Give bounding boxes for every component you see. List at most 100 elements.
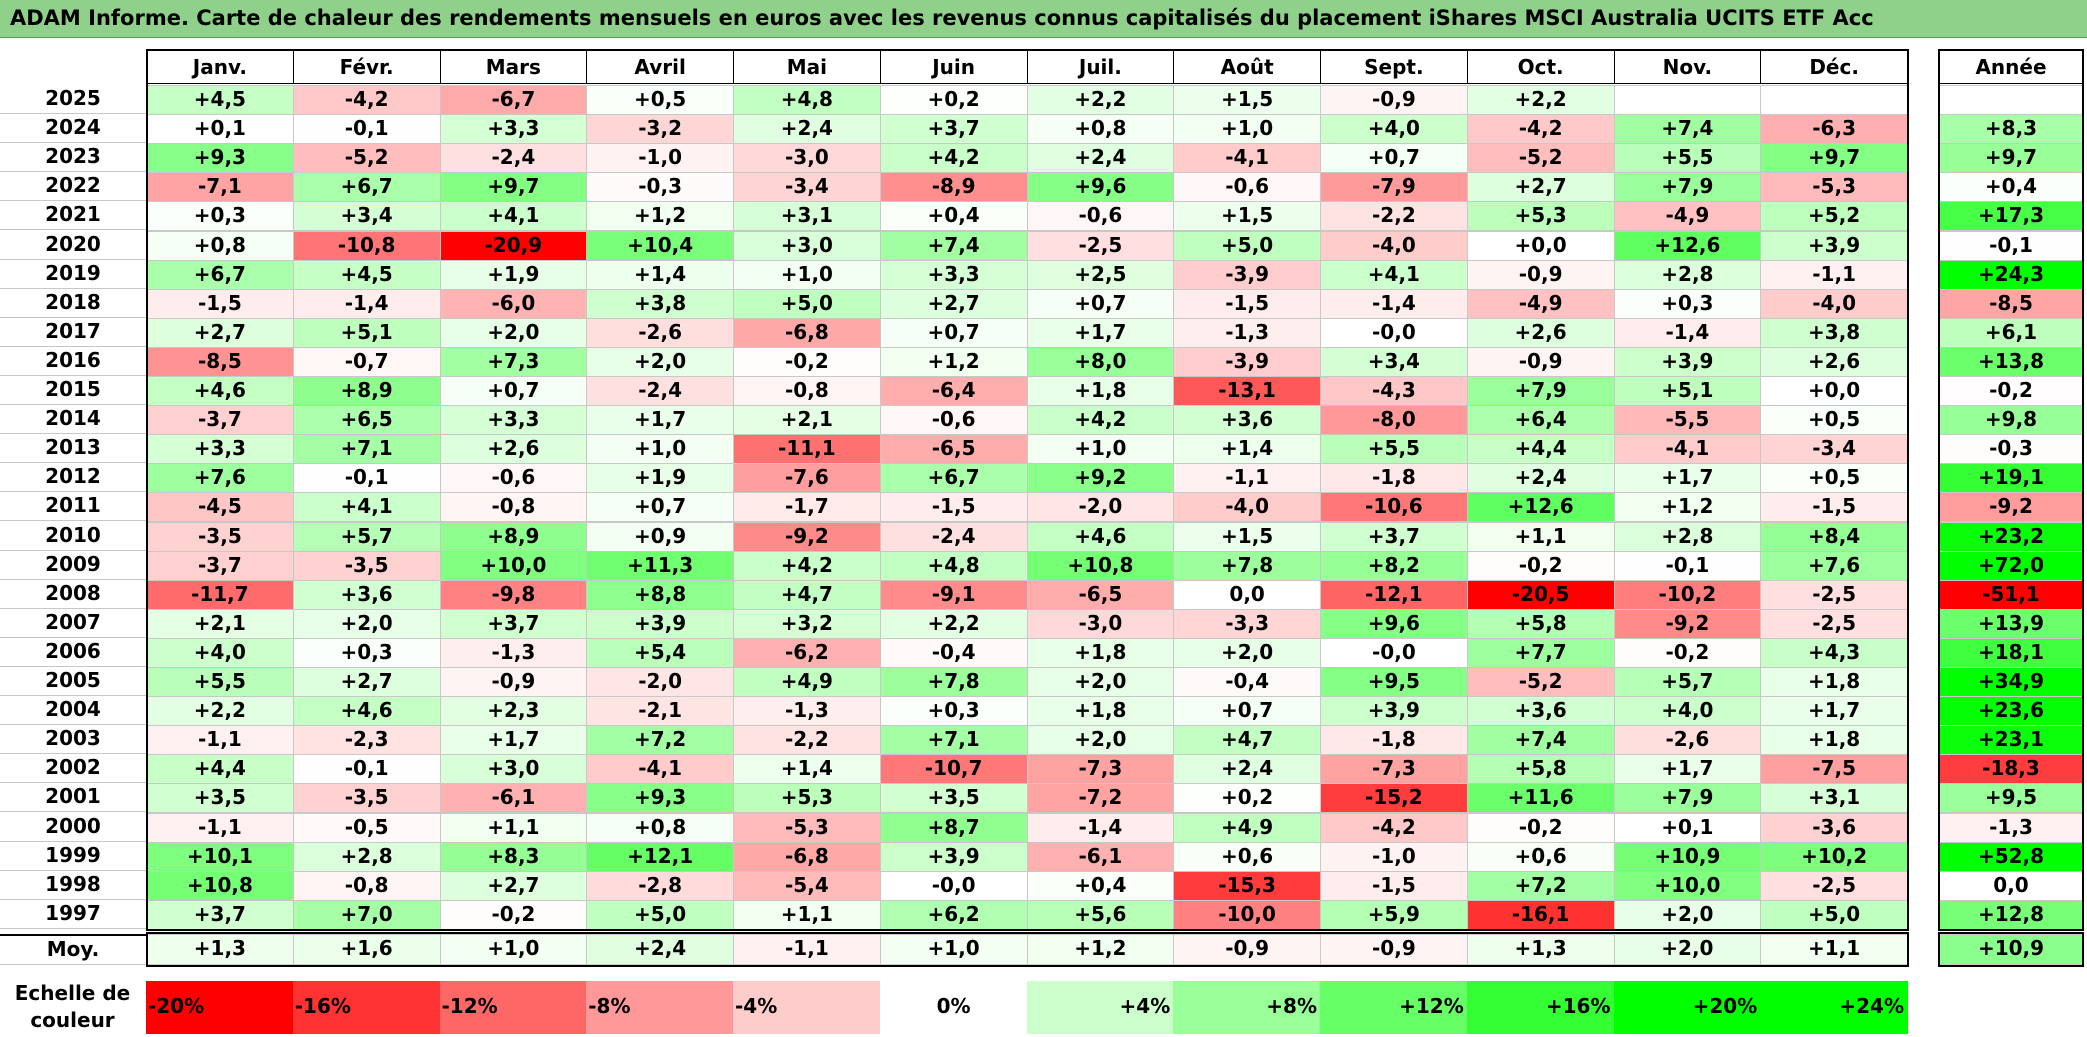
month-header: Mars	[439, 49, 588, 84]
heatmap-cell: -1,1	[146, 812, 294, 843]
annual-cell: +17,3	[1938, 201, 2084, 232]
heatmap-cell: -0,0	[1320, 317, 1468, 348]
heatmap-cell: +0,5	[1760, 463, 1908, 494]
year-label: 2006	[0, 637, 146, 667]
heatmap-cell: +0,8	[146, 230, 294, 261]
heatmap-cell: +5,9	[1320, 899, 1468, 930]
heatmap-cell: -2,1	[586, 696, 734, 727]
heatmap-cell: +3,9	[1760, 230, 1908, 261]
heatmap-cell: +0,7	[879, 317, 1028, 348]
color-scale-stop: +24%	[1760, 981, 1908, 1034]
heatmap-cell: +4,4	[146, 754, 294, 785]
heatmap-cell: +2,4	[1466, 463, 1615, 494]
heatmap-cell: +2,6	[1466, 317, 1615, 348]
month-header: Juil.	[1026, 49, 1175, 84]
heatmap-cell: +2,0	[292, 608, 441, 639]
heatmap-cell: -5,2	[1466, 143, 1615, 174]
heatmap-cell: +2,6	[439, 434, 588, 465]
heatmap-cell: -4,9	[1466, 288, 1615, 319]
heatmap-cell: -3,2	[586, 114, 734, 145]
heatmap-cell: +1,2	[879, 346, 1028, 377]
heatmap-cell: +6,2	[879, 899, 1028, 930]
color-scale-stop: -4%	[733, 981, 881, 1034]
heatmap-cell: +9,5	[1320, 667, 1468, 698]
heatmap-cell: -8,0	[1320, 405, 1468, 436]
heatmap-cell: +0,2	[879, 85, 1028, 116]
heatmap-cell: -3,4	[1760, 434, 1908, 465]
annual-cell: -0,2	[1938, 376, 2084, 407]
heatmap-cell: -5,2	[1466, 667, 1615, 698]
heatmap-cell: +1,7	[1026, 317, 1175, 348]
heatmap-cell: -1,1	[146, 725, 294, 756]
average-cell: +1,2	[1026, 934, 1175, 965]
heatmap-cell: -7,5	[1760, 754, 1908, 785]
heatmap-cell: +3,5	[146, 783, 294, 814]
heatmap-cell: -15,2	[1320, 783, 1468, 814]
year-label: 2023	[0, 143, 146, 173]
heatmap-cell: +2,0	[1173, 637, 1321, 668]
heatmap-cell: +0,0	[1760, 376, 1908, 407]
heatmap-cell: -1,1	[1760, 259, 1908, 290]
average-cell: +2,0	[1613, 934, 1762, 965]
heatmap-cell: +1,7	[439, 725, 588, 756]
heatmap-cell: -3,3	[1173, 608, 1321, 639]
heatmap-cell: +3,9	[1613, 346, 1762, 377]
heatmap-cell: +1,9	[586, 463, 734, 494]
heatmap-cell: -0,6	[879, 405, 1028, 436]
heatmap-cell: +7,6	[146, 463, 294, 494]
heatmap-cell: -4,2	[1320, 812, 1468, 843]
heatmap-cell: -11,1	[733, 434, 881, 465]
heatmap-cell: +0,3	[1613, 288, 1762, 319]
heatmap-cell: +3,1	[733, 201, 881, 232]
year-label: 2012	[0, 463, 146, 493]
heatmap-cell: +12,6	[1466, 492, 1615, 523]
year-label: 2007	[0, 608, 146, 638]
heatmap-cell: +4,1	[292, 492, 441, 523]
heatmap-cell: +4,6	[1026, 521, 1175, 552]
heatmap-cell: +2,0	[1026, 725, 1175, 756]
page-title: ADAM Informe. Carte de chaleur des rende…	[10, 6, 1874, 30]
heatmap-cell: +1,0	[1026, 434, 1175, 465]
average-cell: +1,0	[879, 934, 1028, 965]
heatmap-cell: +0,8	[586, 812, 734, 843]
annual-cell: +24,3	[1938, 259, 2084, 290]
heatmap-cell: +9,6	[1026, 172, 1175, 203]
heatmap-cell: +1,2	[1613, 492, 1762, 523]
heatmap-cell: -15,3	[1173, 870, 1321, 901]
heatmap-cell: -10,8	[292, 230, 441, 261]
average-cell: +1,6	[292, 934, 441, 965]
heatmap-cell: -1,4	[1026, 812, 1175, 843]
heatmap-cell: +9,7	[439, 172, 588, 203]
heatmap-cell: +2,7	[879, 288, 1028, 319]
heatmap-cell: +8,0	[1026, 346, 1175, 377]
annual-cell: +0,4	[1938, 172, 2084, 203]
heatmap-cell: -5,3	[1760, 172, 1908, 203]
heatmap-cell: +5,5	[146, 667, 294, 698]
heatmap-cell: +0,7	[586, 492, 734, 523]
heatmap-cell: +10,2	[1760, 841, 1908, 872]
heatmap-cell: +0,6	[1466, 841, 1615, 872]
heatmap-cell: -0,6	[1026, 201, 1175, 232]
heatmap-cell: +0,7	[1026, 288, 1175, 319]
heatmap-cell: +3,8	[1760, 317, 1908, 348]
heatmap-cell: +3,7	[146, 899, 294, 930]
year-label: 2020	[0, 230, 146, 260]
heatmap-cell: +5,0	[1173, 230, 1321, 261]
average-cell: +1,3	[1466, 934, 1615, 965]
heatmap-cell: -6,5	[879, 434, 1028, 465]
heatmap-cell: -0,2	[1466, 812, 1615, 843]
heatmap-cell: +1,4	[586, 259, 734, 290]
heatmap-cell: +4,7	[733, 579, 881, 610]
heatmap-cell: +2,7	[439, 870, 588, 901]
heatmap-cell: +4,5	[292, 259, 441, 290]
annual-cell: +8,3	[1938, 114, 2084, 145]
heatmap-cell: -2,0	[586, 667, 734, 698]
heatmap-cell: -9,2	[1613, 608, 1762, 639]
heatmap-cell: +1,4	[733, 754, 881, 785]
heatmap-cell: +10,8	[1026, 550, 1175, 581]
heatmap-cell: +5,6	[1026, 899, 1175, 930]
heatmap-cell: -7,3	[1320, 754, 1468, 785]
heatmap-cell: +1,1	[439, 812, 588, 843]
heatmap-cell: +4,6	[146, 376, 294, 407]
heatmap-cell: +2,8	[292, 841, 441, 872]
